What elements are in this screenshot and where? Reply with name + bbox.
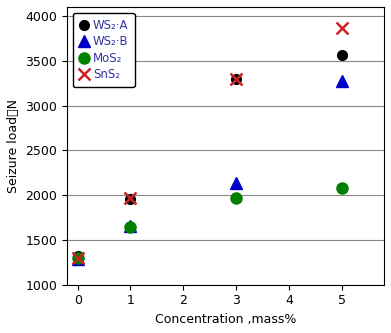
MoS₂ xyxy=(128,224,133,228)
MoS₂ xyxy=(234,196,239,200)
Line: WS₂·B: WS₂·B xyxy=(72,76,347,264)
Line: SnS₂: SnS₂ xyxy=(72,22,347,263)
WS₂·B xyxy=(75,257,80,261)
WS₂·B xyxy=(234,180,239,184)
Legend: WS₂·A, WS₂·B, MoS₂, SnS₂: WS₂·A, WS₂·B, MoS₂, SnS₂ xyxy=(73,13,135,87)
SnS₂ xyxy=(75,256,80,260)
MoS₂ xyxy=(339,186,344,190)
SnS₂ xyxy=(234,77,239,81)
SnS₂ xyxy=(128,196,133,200)
WS₂·B xyxy=(128,224,133,228)
WS₂·B xyxy=(339,79,344,83)
X-axis label: Concentration ,mass%: Concentration ,mass% xyxy=(155,313,296,326)
WS₂·A xyxy=(75,254,80,258)
SnS₂ xyxy=(339,26,344,30)
Y-axis label: Seizure load，N: Seizure load，N xyxy=(7,99,20,193)
WS₂·A xyxy=(128,197,133,201)
Line: MoS₂: MoS₂ xyxy=(72,182,347,263)
WS₂·A xyxy=(339,53,344,57)
Line: WS₂·A: WS₂·A xyxy=(73,51,347,261)
WS₂·A xyxy=(234,77,239,81)
MoS₂ xyxy=(75,256,80,260)
